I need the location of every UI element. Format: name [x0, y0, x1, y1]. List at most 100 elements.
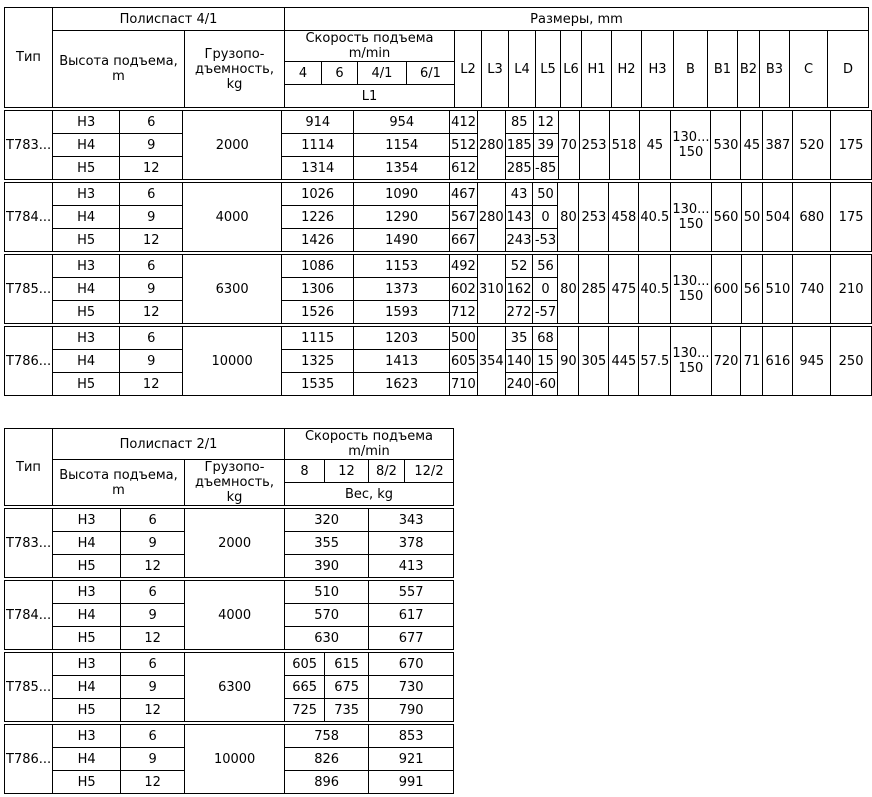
- l1-value-cell: 1153: [353, 254, 450, 278]
- height-label-cell: Н3: [52, 326, 121, 350]
- height-value-cell: 6: [119, 254, 184, 278]
- col-header-speed-4: 4: [284, 61, 322, 85]
- table-row: Т783... Н3 6 2000 320 343: [3, 508, 455, 578]
- table-row: Н4 9 1226 1290 567 143 0: [5, 205, 872, 229]
- type-cell: Т783...: [3, 508, 54, 578]
- l4-value-cell: 162: [504, 277, 534, 301]
- l4-value-cell: 35: [504, 326, 534, 350]
- table-row: Н5 12 1526 1593 712 272 -57: [5, 300, 872, 324]
- height-label-cell: Н5: [52, 372, 121, 396]
- weight-value-cell: 896: [284, 770, 370, 794]
- l4-value-cell: 243: [504, 228, 534, 252]
- l1-value-cell: 1115: [281, 326, 355, 350]
- col-header-l4: L4: [508, 30, 536, 108]
- l2-value-cell: 567: [449, 205, 478, 229]
- l1-value-cell: 1114: [281, 133, 355, 157]
- l1-value-cell: 1306: [280, 277, 355, 301]
- table-row: Н4 9 355 378: [5, 531, 455, 555]
- l1-value-cell: 1526: [280, 300, 355, 324]
- l1-value-cell: 1354: [353, 156, 451, 180]
- l6-value-cell: 90: [557, 326, 580, 396]
- col-header-sizes: Размеры, mm: [284, 7, 869, 31]
- l2-value-cell: 612: [449, 156, 478, 180]
- weight-value-cell: 991: [368, 770, 455, 794]
- weight-value-cell: 853: [368, 724, 455, 748]
- table2-block-t783: Т783... Н3 6 2000 320 343 Н4 9 355 378 Н…: [3, 508, 455, 578]
- col-header-b: B: [673, 30, 708, 108]
- l2-value-cell: 710: [449, 372, 478, 396]
- table-row: Н5 12 630 677: [5, 626, 455, 650]
- col-header-polispast: Полиспаст 4/1: [52, 7, 285, 31]
- h2-value-cell: 445: [608, 326, 640, 396]
- type-cell: Т783...: [3, 110, 54, 180]
- col-header-l5: L5: [535, 30, 561, 108]
- l5-value-cell: -57: [532, 300, 559, 324]
- weight-value-cell: 320: [284, 508, 370, 532]
- col-header-b1: B1: [707, 30, 738, 108]
- b3-value-cell: 387: [762, 110, 794, 180]
- col-header-speed-6: 6: [321, 61, 358, 85]
- weight-value-cell: 665: [284, 675, 326, 699]
- weight-value-cell: 675: [324, 675, 370, 699]
- l1-value-cell: 1290: [353, 205, 450, 229]
- height-label-cell: Н4: [52, 133, 121, 157]
- l4-value-cell: 143: [504, 205, 534, 229]
- height-label-cell: Н3: [52, 508, 122, 532]
- b-value-cell: 130... 150: [670, 110, 712, 180]
- capacity-cell: 2000: [182, 110, 283, 180]
- h2-value-cell: 458: [608, 182, 640, 252]
- table-row: Н5 12 1426 1490 667 243 -53: [5, 228, 872, 252]
- height-label-cell: Н4: [52, 675, 122, 699]
- col-header-speed-12-2: 12/2: [404, 459, 454, 483]
- c-value-cell: 945: [792, 326, 832, 396]
- l5-value-cell: 15: [532, 349, 559, 373]
- l2-value-cell: 492: [449, 254, 478, 278]
- table-row: Н5 12 725 735 790: [5, 698, 455, 722]
- l5-value-cell: 0: [532, 277, 559, 301]
- h3-value-cell: 45: [638, 110, 672, 180]
- col-header-polispast: Полиспаст 2/1: [52, 428, 285, 460]
- height-label-cell: Н5: [52, 626, 122, 650]
- col-header-type: Тип: [4, 428, 53, 506]
- c-value-cell: 740: [792, 254, 832, 324]
- height-value-cell: 12: [119, 156, 184, 180]
- table-row: Н5 12 1535 1623 710 240 -60: [5, 372, 872, 396]
- l4-value-cell: 140: [504, 349, 534, 373]
- height-value-cell: 6: [119, 182, 184, 206]
- table1-block-t786: Т786... Н3 6 10000 1115 1203 500 354 35 …: [3, 326, 872, 396]
- height-label-cell: Н5: [52, 228, 121, 252]
- height-label-cell: Н4: [52, 603, 122, 627]
- b1-value-cell: 720: [710, 326, 742, 396]
- col-header-l6: L6: [560, 30, 582, 108]
- l2-value-cell: 500: [449, 326, 478, 350]
- weight-value-cell: 670: [368, 652, 455, 676]
- l5-value-cell: -85: [532, 156, 559, 180]
- h2-value-cell: 475: [608, 254, 640, 324]
- weight-value-cell: 921: [368, 747, 455, 771]
- h3-value-cell: 40.5: [638, 182, 672, 252]
- weight-value-cell: 355: [284, 531, 370, 555]
- height-value-cell: 9: [119, 133, 184, 157]
- weight-value-cell: 570: [284, 603, 370, 627]
- col-header-d: D: [827, 30, 869, 108]
- h3-value-cell: 40.5: [638, 254, 672, 324]
- l4-value-cell: 52: [504, 254, 534, 278]
- weight-value-cell: 630: [284, 626, 370, 650]
- type-cell: Т784...: [3, 182, 54, 252]
- col-header-c: C: [789, 30, 828, 108]
- weight-value-cell: 730: [368, 675, 455, 699]
- c-value-cell: 680: [792, 182, 832, 252]
- weight-value-cell: 413: [368, 554, 455, 578]
- col-header-type: Тип: [4, 7, 53, 108]
- l6-value-cell: 80: [557, 254, 580, 324]
- capacity-cell: 4000: [182, 182, 282, 252]
- height-value-cell: 12: [120, 554, 186, 578]
- l1-value-cell: 1413: [353, 349, 450, 373]
- l1-value-cell: 954: [353, 110, 451, 134]
- col-header-speed-8: 8: [284, 459, 325, 483]
- weight-value-cell: 615: [324, 652, 370, 676]
- height-label-cell: Н5: [52, 300, 121, 324]
- l2-value-cell: 667: [449, 228, 478, 252]
- b-value-cell: 130... 150: [670, 254, 712, 324]
- l1-value-cell: 1086: [280, 254, 355, 278]
